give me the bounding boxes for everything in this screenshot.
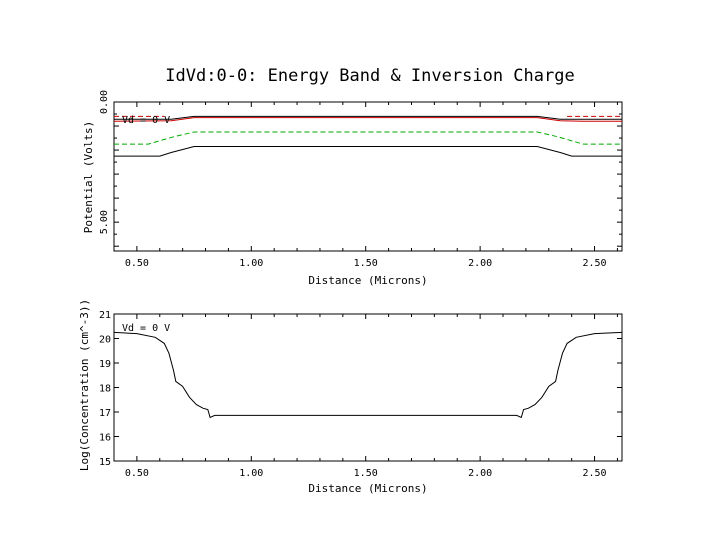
series-line-1: [113, 117, 622, 122]
potential-y-axis-label: Potential (Volts): [82, 121, 95, 234]
x-tick-label: 2.50: [582, 468, 606, 479]
y-tick-label: 21: [99, 310, 111, 321]
y-tick-label: 16: [99, 433, 111, 444]
potential-annotation: Vd = 0 V: [122, 115, 170, 126]
x-tick-label: 1.00: [239, 258, 263, 269]
y-tick-label: 20: [99, 335, 111, 346]
concentration-annotation: Vd = 0 V: [122, 323, 170, 334]
x-tick-label: 2.00: [468, 258, 492, 269]
series-line-4: [114, 115, 622, 120]
concentration-series: [113, 331, 623, 419]
series-line-6: [114, 146, 622, 157]
x-tick-label: 2.00: [468, 468, 492, 479]
potential-panel: 0.50 1.00 1.50 2.00 2.50 0.00 5.00 Vd = 0 V Di…: [82, 90, 623, 287]
concentration-plot-area: [113, 313, 623, 462]
y-tick-label: 17: [99, 408, 111, 419]
potential-x-axis-label: Distance (Microns): [308, 274, 427, 287]
concentration-y-axis-label: Log(Concentration (cm^-3)): [78, 299, 91, 471]
concentration-axis-ticks: 0.50 1.00 1.50 2.00 2.50 15 16 17 18 19 20 21: [99, 310, 622, 479]
x-tick-label: 1.00: [239, 468, 263, 479]
chart-title: IdVd:0-0: Energy Band & Inversion Charge: [165, 66, 574, 86]
potential-plot-area: [113, 101, 623, 252]
series-line-5: [114, 131, 622, 145]
y-tick-label: 15: [99, 457, 111, 468]
series-line-1: [113, 331, 623, 419]
x-tick-label: 1.50: [354, 258, 378, 269]
x-tick-label: 1.50: [354, 468, 378, 479]
potential-plot-frame: [113, 101, 623, 252]
x-tick-label: 0.50: [125, 258, 149, 269]
x-tick-label: 0.50: [125, 468, 149, 479]
y-tick-label: 5.00: [99, 210, 110, 234]
concentration-panel: 0.50 1.00 1.50 2.00 2.50 15 16 17 18 19 20 21 Vd = …: [78, 299, 623, 495]
y-tick-label: 0.00: [99, 90, 110, 114]
potential-axis-ticks: 0.50 1.00 1.50 2.00 2.50 0.00 5.00: [99, 90, 622, 269]
x-tick-label: 2.50: [582, 258, 606, 269]
y-tick-label: 19: [99, 359, 111, 370]
potential-series: [113, 115, 622, 157]
y-tick-label: 18: [99, 384, 111, 395]
concentration-plot-frame: [113, 313, 623, 462]
concentration-x-axis-label: Distance (Microns): [308, 482, 427, 495]
